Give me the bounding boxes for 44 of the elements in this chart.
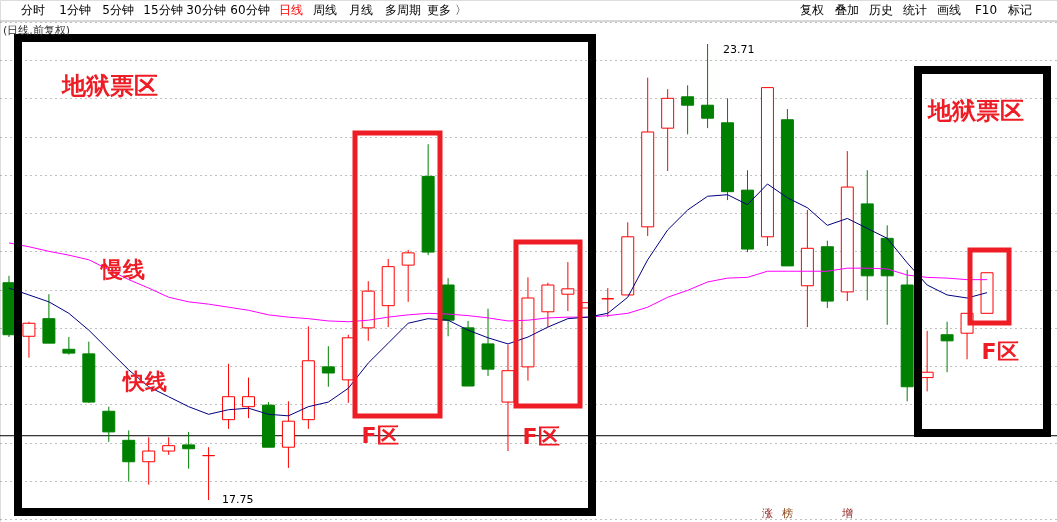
annotation: 23.71 bbox=[723, 43, 755, 56]
text: F10 bbox=[974, 3, 998, 17]
text: 复权 bbox=[800, 3, 824, 17]
text: 30分钟 bbox=[186, 3, 226, 17]
text: 15分钟 bbox=[143, 3, 183, 17]
candlestick bbox=[62, 336, 76, 356]
candlestick bbox=[701, 43, 715, 129]
text: 增 bbox=[840, 507, 853, 520]
annotation: 17.75 bbox=[222, 493, 254, 506]
text: 5分钟 bbox=[102, 3, 134, 17]
text: 榜 bbox=[781, 507, 793, 520]
text: 分时 bbox=[21, 3, 45, 17]
annotation: F区 bbox=[981, 339, 1019, 364]
text: 画线 bbox=[937, 3, 961, 17]
text: 月线 bbox=[349, 3, 373, 17]
text: (日线,前复权) bbox=[3, 24, 71, 37]
candlestick bbox=[601, 287, 615, 318]
text: 涨 bbox=[761, 507, 773, 520]
text: 日线 bbox=[279, 3, 303, 17]
text: 历史 bbox=[869, 3, 893, 17]
candlestick bbox=[681, 84, 695, 135]
candlestick bbox=[321, 345, 335, 388]
candlestick bbox=[22, 321, 36, 359]
text: 多周期 bbox=[385, 3, 421, 17]
candlestick bbox=[142, 436, 156, 486]
candlestick bbox=[940, 321, 954, 373]
text: 标记 bbox=[1007, 3, 1032, 17]
candlestick bbox=[222, 363, 236, 430]
candlestick bbox=[122, 429, 136, 483]
text: 1分钟 bbox=[59, 3, 91, 17]
candlestick bbox=[561, 261, 575, 312]
candlestick bbox=[202, 446, 216, 501]
annotation: 地狱票区 bbox=[61, 72, 158, 100]
text: 60分钟 bbox=[230, 3, 270, 17]
candlestick bbox=[242, 377, 255, 419]
annotation: 地狱票区 bbox=[927, 97, 1024, 125]
text: 统计 bbox=[903, 3, 927, 17]
candlestick bbox=[182, 431, 196, 470]
text: 更多 〉 bbox=[427, 3, 467, 17]
text: 叠加 bbox=[835, 3, 859, 17]
series-label: 快线 bbox=[121, 369, 167, 394]
candlestick bbox=[401, 249, 415, 303]
candlestick bbox=[102, 406, 116, 443]
text: 周线 bbox=[313, 3, 337, 17]
